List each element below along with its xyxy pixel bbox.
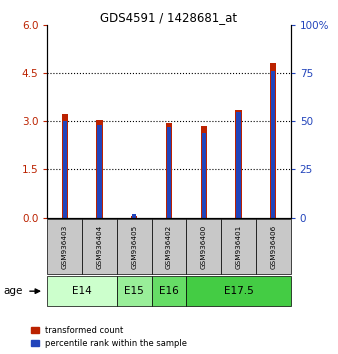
Bar bbox=[117, 276, 152, 306]
Bar bbox=[97, 125, 101, 218]
Text: E17.5: E17.5 bbox=[224, 286, 254, 296]
Text: age: age bbox=[3, 286, 23, 296]
Text: E14: E14 bbox=[72, 286, 92, 296]
Bar bbox=[186, 219, 221, 274]
Text: GSM936403: GSM936403 bbox=[62, 225, 68, 269]
Bar bbox=[221, 219, 256, 274]
Bar bbox=[256, 219, 291, 274]
Bar bbox=[202, 133, 206, 218]
Bar bbox=[82, 219, 117, 274]
Bar bbox=[117, 219, 152, 274]
Text: E16: E16 bbox=[159, 286, 179, 296]
Text: GSM936401: GSM936401 bbox=[236, 225, 242, 269]
Legend: transformed count, percentile rank within the sample: transformed count, percentile rank withi… bbox=[31, 326, 187, 348]
Bar bbox=[152, 276, 186, 306]
Bar bbox=[63, 121, 67, 218]
Text: GSM936400: GSM936400 bbox=[201, 225, 207, 269]
Bar bbox=[271, 71, 275, 218]
Text: GSM936402: GSM936402 bbox=[166, 225, 172, 269]
Bar bbox=[47, 219, 82, 274]
Bar bbox=[237, 112, 241, 218]
Text: GDS4591 / 1428681_at: GDS4591 / 1428681_at bbox=[100, 11, 238, 24]
Bar bbox=[62, 114, 68, 218]
Bar bbox=[270, 63, 276, 218]
Bar bbox=[131, 216, 137, 218]
Text: GSM936406: GSM936406 bbox=[270, 225, 276, 269]
Bar bbox=[47, 276, 117, 306]
Bar bbox=[235, 110, 242, 218]
Bar bbox=[186, 276, 291, 306]
Bar bbox=[132, 214, 136, 218]
Bar bbox=[166, 123, 172, 218]
Text: E15: E15 bbox=[124, 286, 144, 296]
Text: GSM936404: GSM936404 bbox=[96, 225, 102, 269]
Bar bbox=[201, 126, 207, 218]
Text: GSM936405: GSM936405 bbox=[131, 225, 137, 269]
Bar bbox=[152, 219, 186, 274]
Bar bbox=[96, 120, 103, 218]
Bar bbox=[167, 127, 171, 218]
